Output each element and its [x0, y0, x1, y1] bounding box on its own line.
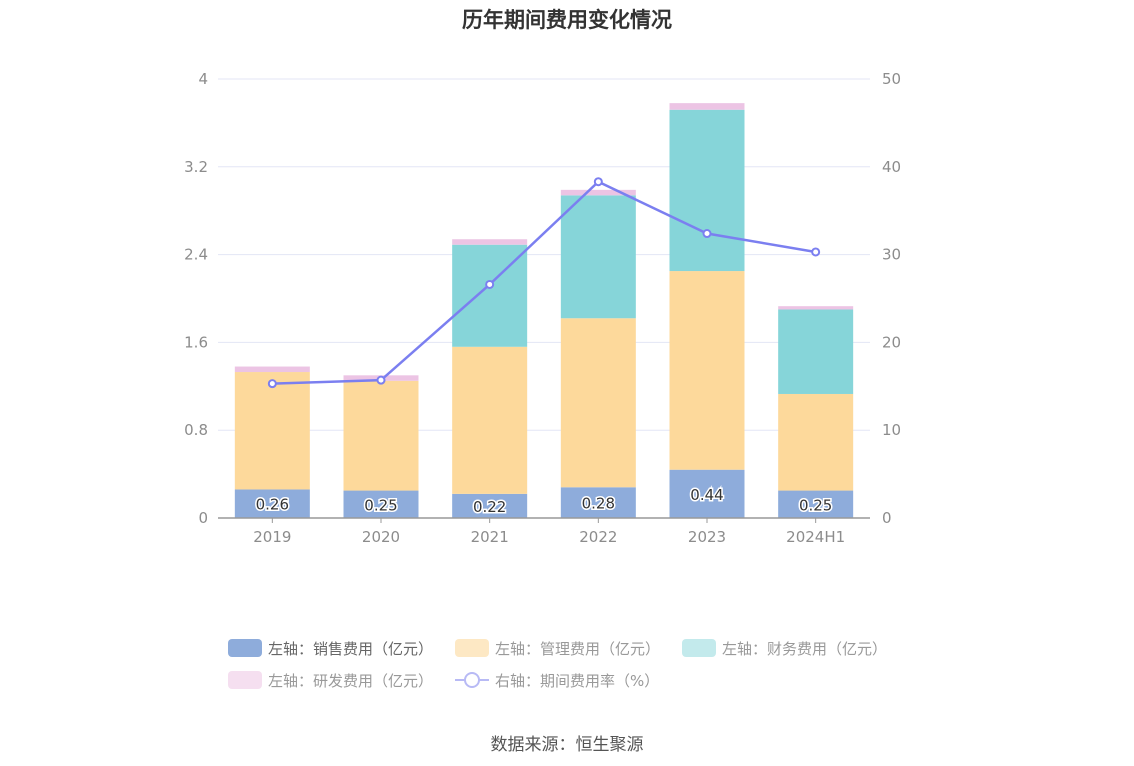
chart-title: 历年期间费用变化情况 — [462, 8, 672, 32]
legend-item-finance[interactable]: 左轴：财务费用（亿元） — [682, 638, 887, 659]
left-axis-tick: 0.8 — [184, 421, 208, 439]
legend: 左轴：销售费用（亿元） 左轴：管理费用（亿元） 左轴：财务费用（亿元） 左轴：研… — [228, 632, 928, 696]
bar-value-label: 0.25 — [799, 496, 832, 514]
right-axis-tick: 30 — [882, 246, 901, 264]
legend-swatch-sales — [228, 639, 262, 657]
bar-sales — [669, 469, 745, 518]
source-note: 数据来源：恒生聚源 — [490, 735, 644, 755]
left-axis-tick: 3.2 — [184, 158, 208, 176]
legend-label-rate: 右轴：期间费用率（%） — [495, 671, 660, 690]
rate-point — [267, 379, 277, 389]
right-axis-tick: 20 — [882, 333, 901, 351]
bar-admin — [560, 318, 636, 488]
bar-admin — [234, 372, 310, 490]
bar-sales — [778, 490, 854, 518]
left-axis-tick: 1.6 — [184, 333, 208, 351]
rate-point — [702, 229, 712, 239]
legend-swatch-rnd — [228, 671, 262, 689]
bar-rnd — [560, 189, 636, 196]
bar-sales — [234, 489, 310, 518]
bar-value-label: 0.22 — [473, 498, 506, 516]
rate-point — [376, 375, 386, 385]
legend-item-sales[interactable]: 左轴：销售费用（亿元） — [228, 638, 433, 659]
bar-finance — [560, 195, 636, 319]
left-axis-tick: 0 — [198, 509, 208, 527]
legend-swatch-admin — [455, 639, 490, 657]
bar-rnd — [452, 239, 528, 245]
bar-admin — [669, 271, 745, 470]
chart-plot: 0.26 0.25 0.22 0.28 0.440.25 00.81.62.43.240… — [184, 70, 901, 546]
legend-item-rnd[interactable]: 左轴：研发费用（亿元） — [228, 670, 433, 691]
x-axis-tick-label: 2024H1 — [786, 528, 845, 546]
bar-sales — [343, 490, 419, 518]
bar-finance — [778, 309, 854, 394]
legend-item-rate[interactable]: 右轴：期间费用率（%） — [455, 670, 659, 691]
legend-label-rnd: 左轴：研发费用（亿元） — [268, 671, 434, 690]
x-axis-tick-label: 2023 — [688, 528, 726, 546]
rate-point — [593, 177, 603, 187]
legend-label-sales: 左轴：销售费用（亿元） — [268, 639, 434, 658]
legend-item-admin[interactable]: 左轴：管理费用（亿元） — [455, 638, 660, 659]
rate-point — [485, 279, 495, 289]
bar-rnd — [778, 306, 854, 310]
bar-rnd — [669, 103, 745, 110]
bar-value-label: 0.44 — [690, 486, 723, 504]
bar-value-label: 0.26 — [256, 496, 289, 514]
left-axis-tick: 4 — [198, 70, 208, 88]
right-axis-tick: 10 — [882, 421, 901, 439]
bar-admin — [343, 380, 419, 491]
x-axis-tick-label: 2019 — [253, 528, 291, 546]
left-axis-tick: 2.4 — [184, 246, 208, 264]
bar-sales — [452, 493, 528, 518]
bar-finance — [669, 109, 745, 272]
right-axis-tick: 50 — [882, 70, 901, 88]
bar-admin — [452, 346, 528, 494]
bar-admin — [778, 393, 854, 491]
x-axis-tick-label: 2020 — [362, 528, 400, 546]
bar-rnd — [234, 366, 310, 373]
bar-value-label: 0.28 — [582, 495, 615, 513]
bar-sales — [560, 487, 636, 518]
bar-value-label: 0.25 — [364, 496, 397, 514]
x-axis-tick-label: 2022 — [579, 528, 617, 546]
rate-line — [272, 180, 816, 385]
right-axis-tick: 40 — [882, 158, 901, 176]
legend-swatch-finance — [682, 639, 717, 657]
right-axis-tick: 0 — [882, 509, 892, 527]
legend-label-finance: 左轴：财务费用（亿元） — [722, 639, 888, 658]
rate-point — [811, 247, 821, 257]
x-axis-tick-label: 2021 — [471, 528, 509, 546]
legend-label-admin: 左轴：管理费用（亿元） — [495, 639, 661, 658]
legend-swatch-rate — [455, 671, 490, 689]
